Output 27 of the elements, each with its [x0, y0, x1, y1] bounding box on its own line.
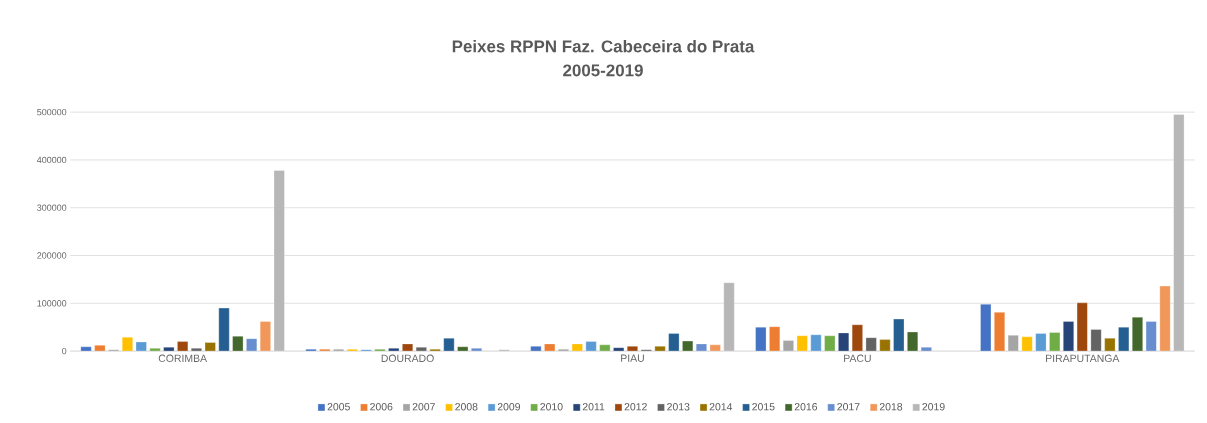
- x-tick-label: CORIMBA: [158, 354, 208, 362]
- y-tick-label: 500000: [37, 108, 67, 116]
- legend-label: 2012: [624, 402, 647, 411]
- legend-label: 2019: [922, 402, 945, 411]
- legend-label: 2007: [412, 402, 435, 411]
- legend-label: 2018: [879, 402, 903, 411]
- legend-label: 2013: [667, 402, 690, 411]
- legend-label: 2011: [582, 402, 605, 411]
- x-tick-label: PIRAPUTANGA: [1046, 354, 1120, 362]
- x-tick-label: PACU: [844, 354, 871, 362]
- legend-label: 2010: [540, 402, 563, 411]
- legend-label: 2006: [370, 402, 393, 411]
- x-tick-label: PIAU: [621, 354, 644, 362]
- chart-title: Peixes RPPN Faz. Cabeceira do Prata 2005-2019: [452, 39, 755, 77]
- legend-label: 2015: [752, 402, 775, 411]
- legend-label: 2008: [455, 402, 478, 411]
- x-tick-label: DOURADO: [381, 354, 434, 362]
- y-tick-label: 200000: [37, 252, 67, 259]
- legend-label: 2005: [327, 402, 350, 411]
- y-tick-label: 400000: [36, 156, 67, 163]
- y-tick-label: 300000: [37, 204, 67, 211]
- legend-label: 2014: [709, 402, 733, 411]
- y-tick-label: 100000: [37, 299, 67, 307]
- y-tick-label: 0: [62, 347, 67, 355]
- legend-label: 2016: [794, 402, 818, 411]
- legend-label: 2017: [837, 402, 860, 411]
- legend-label: 2009: [497, 402, 520, 411]
